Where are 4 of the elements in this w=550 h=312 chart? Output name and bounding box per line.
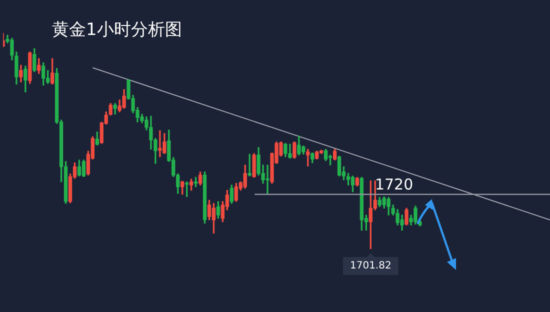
candlestick [158, 130, 162, 158]
chart-title: 黄金1小时分析图 [52, 19, 182, 41]
text: 1701.82 [350, 260, 392, 272]
annotation: 1720 [374, 176, 414, 194]
